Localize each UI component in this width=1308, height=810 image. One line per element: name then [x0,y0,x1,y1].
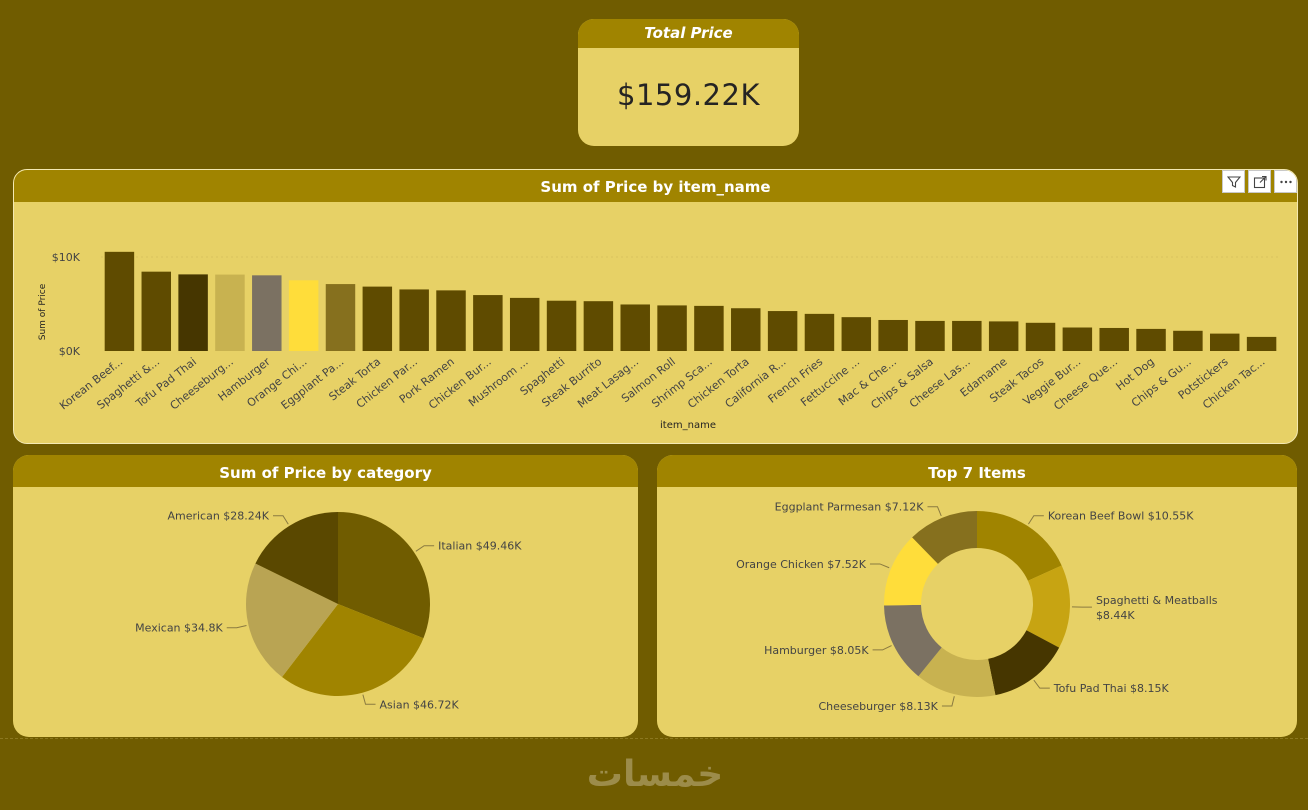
bar[interactable] [436,290,466,351]
khamsat-logo: خمسات [587,754,723,795]
slice-data-label: Italian $49.46K [438,540,522,553]
slice-data-label: Cheeseburger $8.13K [818,700,938,713]
bar[interactable] [473,295,503,351]
leader-line [869,563,890,569]
footer-divider [0,738,1308,740]
slice-data-label: Spaghetti & Meatballs $8.44K [1096,594,1218,622]
bar[interactable] [546,300,577,351]
bar[interactable] [509,297,540,351]
x-axis-title: item_name [660,420,716,431]
slice-data-label: Hamburger $8.05K [764,644,869,657]
donut-chart-title: Top 7 Items [657,455,1297,487]
filter-icon[interactable] [1222,170,1245,193]
top-items-donut-card[interactable]: Top 7 Items Korean Beef Bowl $10.55K Spag… [657,455,1297,737]
bar[interactable] [1173,330,1203,351]
leader-line [226,624,247,629]
bar[interactable] [399,289,429,351]
slice-data-label: Tofu Pad Thai $8.15K [1053,682,1170,695]
bar[interactable] [362,286,393,351]
x-tick-label: Cheeseburg... [168,355,236,412]
bar[interactable] [1136,328,1166,351]
y-axis-title: Sum of Price [38,283,48,340]
bar[interactable] [1099,327,1129,351]
pie-slice[interactable] [918,647,996,697]
slice-data-label: Korean Beef Bowl $10.55K [1048,510,1194,523]
bar[interactable] [104,251,135,351]
pie-slice[interactable] [245,563,338,678]
focus-mode-icon[interactable] [1248,170,1271,193]
pie-chart-title: Sum of Price by category [13,455,638,487]
bar[interactable] [325,284,356,351]
leader-line [941,696,955,707]
leader-line [415,545,435,552]
x-tick-label: Cheese Que... [1051,355,1120,413]
leader-line [362,694,376,705]
pie-slice[interactable] [884,604,942,677]
bar[interactable] [1246,336,1277,351]
bar-chart-card[interactable]: Sum of Price by item_name $0K $10K Sum of … [13,169,1298,444]
slice-data-label: Mexican $34.8K [135,622,223,635]
x-tick-label: Chicken Bur... [426,355,493,412]
bar[interactable] [1062,327,1093,352]
bar[interactable] [878,319,908,351]
slice-data-label: Asian $46.72K [380,698,460,711]
category-pie-chart: Italian $49.46K Asian $46.72K Mexican $34.… [135,510,522,712]
total-price-value: $159.22K [617,78,760,112]
bar[interactable] [1025,322,1056,351]
top-items-donut-chart: Korean Beef Bowl $10.55K Spaghetti & Meat… [736,501,1218,713]
x-tick-label: Spaghetti &... [94,355,162,412]
bar[interactable] [252,275,282,351]
x-tick-label: Eggplant Pa... [279,355,347,412]
pie-slice[interactable] [338,512,430,639]
bar[interactable] [988,321,1019,351]
bar[interactable] [178,274,208,351]
pie-slice[interactable] [977,511,1062,581]
y-tick-label: $10K [52,251,81,264]
slice-data-label: American $28.24K [167,510,269,523]
total-price-card: Total Price $159.22K [578,19,799,146]
slice-data-label: Eggplant Parmesan $7.12K [775,501,925,514]
total-price-title: Total Price [578,19,799,48]
bar[interactable] [767,311,798,351]
bar[interactable] [694,305,724,351]
bar[interactable] [215,274,245,351]
bar[interactable] [804,313,835,351]
pie-slice[interactable] [1026,565,1070,648]
bar[interactable] [288,280,319,351]
bar[interactable] [915,320,945,351]
bar[interactable] [952,320,982,351]
bar[interactable] [657,305,687,351]
leader-line [927,506,942,517]
pie-slice[interactable] [255,512,338,604]
leader-line [273,515,289,525]
bar[interactable] [583,301,614,351]
leader-line [872,645,892,651]
bar-chart: $0K $10K Sum of Price Korean Beef...Spaghet… [38,251,1280,431]
bar[interactable] [1209,333,1240,351]
leader-line [1033,679,1050,689]
pie-slice[interactable] [988,630,1060,696]
bar-chart-title: Sum of Price by item_name [14,170,1297,202]
pie-slice[interactable] [282,604,424,696]
bar[interactable] [841,317,872,351]
more-options-icon[interactable] [1274,170,1297,193]
bar[interactable] [620,304,650,351]
bar[interactable] [141,271,172,351]
pie-slice[interactable] [912,511,977,564]
bar[interactable] [731,308,761,351]
pie-slice[interactable] [884,537,938,606]
slice-data-label: Orange Chicken $7.52K [736,558,867,571]
leader-line [1027,515,1044,525]
visual-header-icons [1222,170,1297,193]
x-tick-label: Korean Beef... [57,355,125,412]
svg-text:خمسات: خمسات [587,754,723,795]
category-pie-card[interactable]: Sum of Price by category Italian $49.46K… [13,455,638,737]
y-tick-label: $0K [59,345,81,358]
